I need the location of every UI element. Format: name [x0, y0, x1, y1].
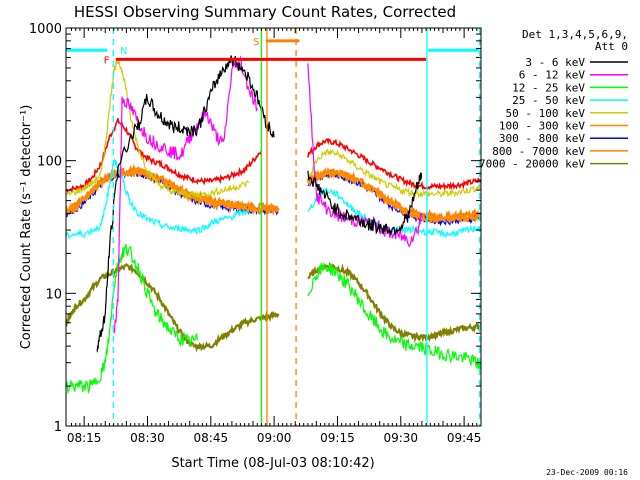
annotation-n: N	[120, 46, 127, 57]
y-tick-label-2: 100	[37, 155, 62, 170]
y-tick-label-0: 1	[54, 420, 62, 435]
legend-label-300-800-kev: 300 - 800 keV	[499, 132, 585, 145]
chart-title: HESSI Observing Summary Count Rates, Cor…	[74, 3, 456, 21]
footer-date: 23-Dec-2009 00:16	[546, 468, 628, 477]
x-tick-label-0: 08:15	[67, 431, 102, 445]
series-line-50-100-kev-after-gap	[307, 148, 481, 199]
series-line-red-flare-post	[307, 137, 481, 192]
series-line-50-100-kev	[66, 58, 250, 200]
series-line-12-25-kev-after-gap	[307, 261, 481, 370]
series-line-25-50-kev-after-gap	[307, 187, 481, 239]
legend-header-line-1: Det 1,3,4,5,6,9,	[522, 28, 628, 41]
series-line-red-flare-pre	[66, 118, 263, 194]
legend-label-100-300-kev: 100 - 300 keV	[499, 120, 585, 133]
marker-layer: FN S	[66, 28, 481, 426]
annotation-f: F	[104, 55, 110, 66]
legend-label-50-100-kev: 50 - 100 keV	[506, 107, 586, 120]
plot-frame	[65, 27, 482, 427]
legend-header-line-2: Att 0	[595, 40, 628, 53]
series-line-6-12-kev-after-gap	[307, 63, 423, 248]
legend-label-800-7000-kev: 800 - 7000 keV	[492, 145, 585, 158]
x-tick-label-2: 08:45	[194, 431, 229, 445]
x-tick-label-5: 09:30	[383, 431, 418, 445]
axis-layer: 1 10 100 1000 08:15 08:30 08:45 09:00 09:15 09:30…	[29, 22, 482, 445]
series-line-7000-20000-kev-after-gap	[307, 261, 481, 344]
series-line-100-300-kev-after-gap	[306, 167, 481, 224]
series-line-100-300-kev	[66, 166, 280, 217]
series-line-12-25-kev	[66, 243, 199, 395]
x-tick-label-3: 09:00	[257, 431, 292, 445]
legend-label-3-6-kev: 3 - 6 keV	[525, 56, 585, 69]
x-tick-label-4: 09:15	[320, 431, 355, 445]
legend-label-6-12-kev: 6 - 12 keV	[519, 69, 586, 82]
legend-label-7000-20000-kev: 7000 - 20000 keV	[479, 158, 585, 171]
y-tick-label-3: 1000	[29, 22, 62, 37]
series-line-7000-20000-kev	[66, 262, 280, 353]
y-axis-label: Corrected Count Rate (s⁻¹ detector⁻¹)	[19, 105, 34, 350]
series-layer	[66, 55, 481, 395]
legend-label-25-50-kev: 25 - 50 keV	[512, 94, 585, 107]
x-tick-label-1: 08:30	[130, 431, 165, 445]
annotation-s: S	[253, 37, 259, 48]
legend-label-12-25-kev: 12 - 25 keV	[512, 81, 585, 94]
x-axis-label: Start Time (08-Jul-03 08:10:42)	[171, 456, 374, 471]
y-tick-label-1: 10	[45, 287, 62, 302]
series-line-25-50-kev	[66, 158, 250, 239]
series-line-3-6-kev	[96, 55, 275, 353]
series-line-6-12-kev	[113, 55, 258, 334]
series-line-3-6-kev-after-gap	[307, 170, 423, 237]
series-line-800-7000-kev	[66, 163, 280, 214]
x-tick-label-6: 09:45	[447, 431, 482, 445]
